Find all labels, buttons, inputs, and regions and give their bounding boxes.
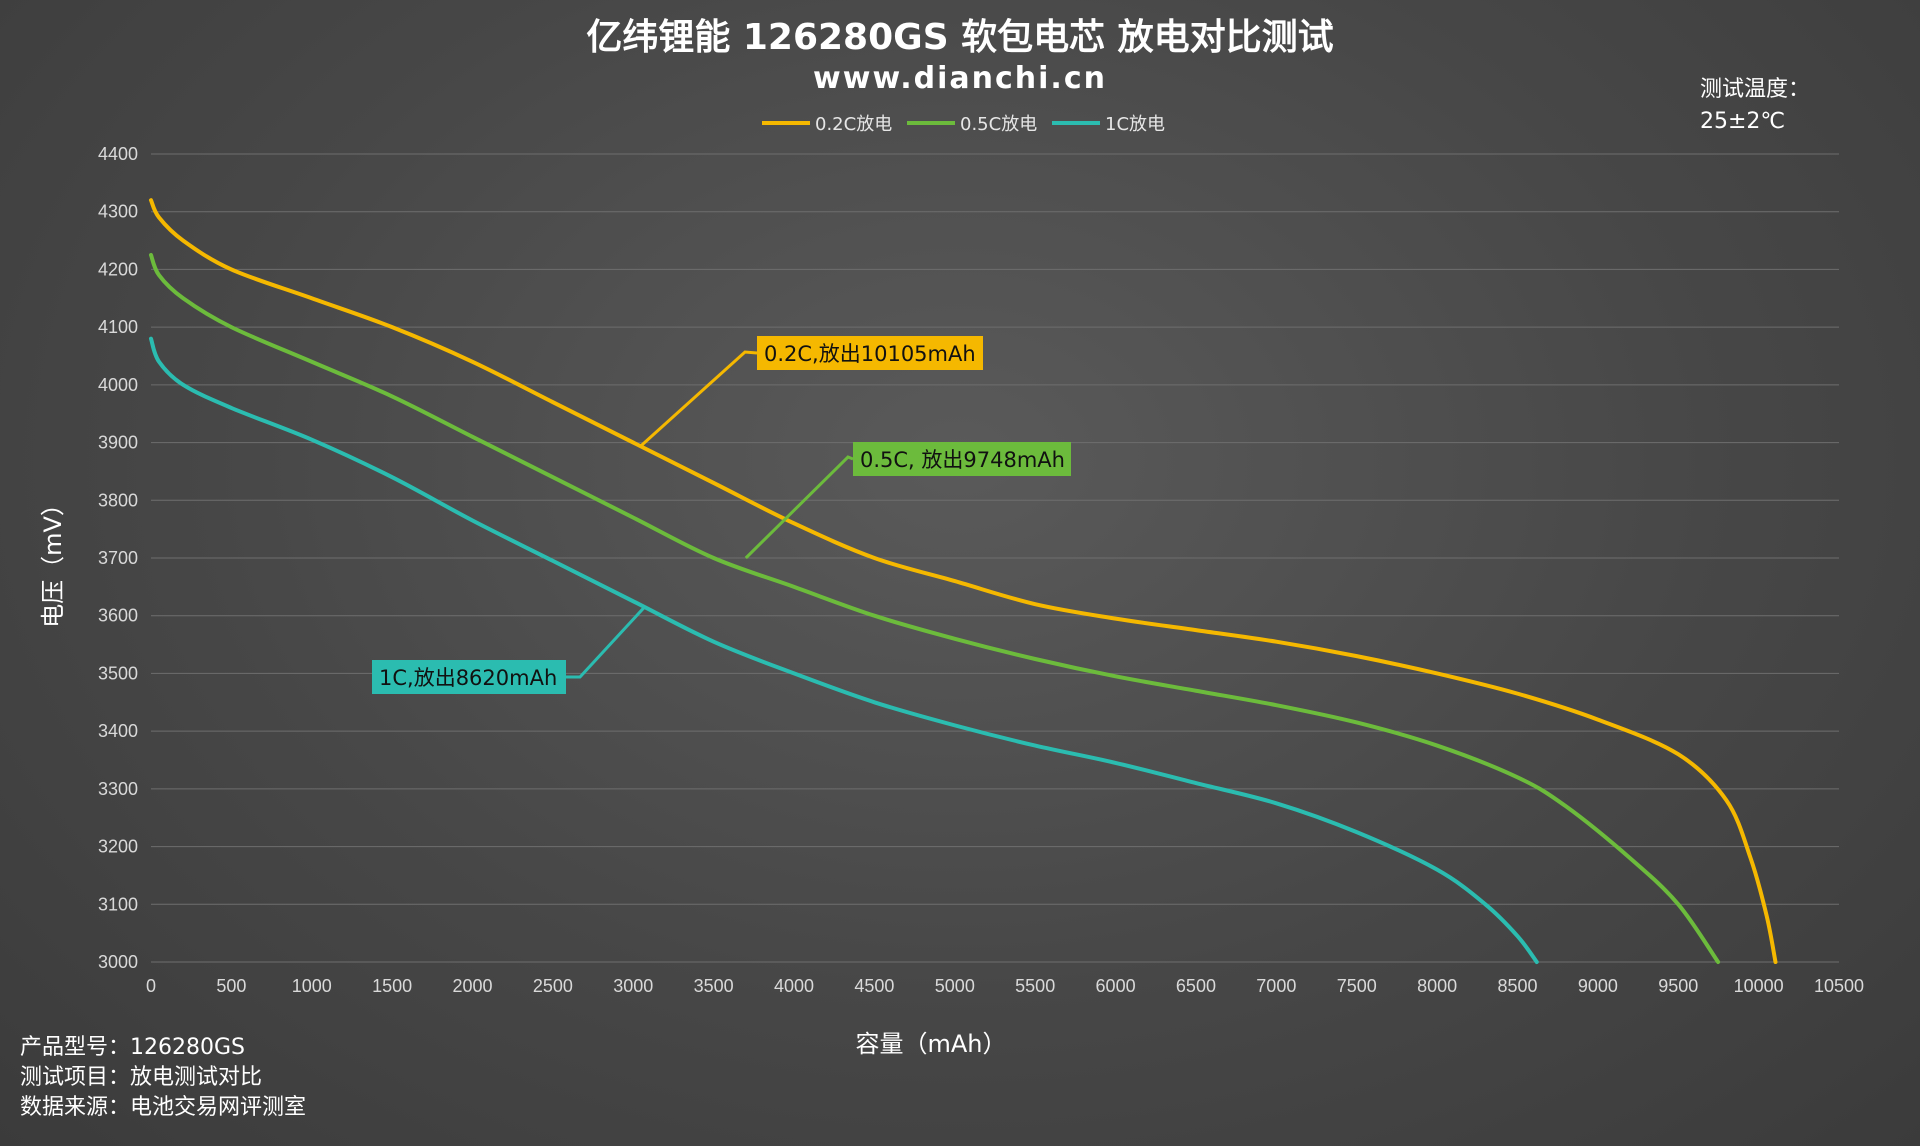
y-axis-label: 电压（mV） <box>39 492 67 628</box>
x-tick-label: 5500 <box>1015 976 1055 996</box>
y-tick-label: 3300 <box>98 779 138 799</box>
y-tick-label: 3100 <box>98 894 138 914</box>
x-tick-label: 10000 <box>1734 976 1784 996</box>
annotation-leader-2 <box>566 606 646 679</box>
info-data-source: 数据来源：电池交易网评测室 <box>20 1095 306 1120</box>
temperature-label: 测试温度： <box>1700 77 1810 102</box>
annotation-box-1 <box>853 442 1071 476</box>
x-tick-label: 1500 <box>372 976 412 996</box>
y-tick-label: 3800 <box>98 490 138 510</box>
series-line-2 <box>149 336 1539 964</box>
x-tick-label: 3500 <box>694 976 734 996</box>
y-tick-label: 3000 <box>98 952 138 972</box>
legend-label-0-5c: 0.5C放电 <box>960 114 1037 135</box>
y-tick-label: 4300 <box>98 202 138 222</box>
x-tick-label: 7500 <box>1337 976 1377 996</box>
x-tick-label: 9000 <box>1578 976 1618 996</box>
x-tick-label: 9500 <box>1658 976 1698 996</box>
y-tick-label: 4100 <box>98 317 138 337</box>
info-test-item: 测试项目：放电测试对比 <box>20 1065 262 1090</box>
gridlines <box>151 153 1839 963</box>
y-tick-label: 4000 <box>98 375 138 395</box>
legend-label-1c: 1C放电 <box>1105 114 1165 135</box>
y-tick-label: 4200 <box>98 259 138 279</box>
x-tick-label: 4500 <box>854 976 894 996</box>
y-tick-label: 3500 <box>98 663 138 683</box>
annotation-label-0: 0.2C,放出10105mAh <box>764 342 976 366</box>
x-tick-label: 3000 <box>613 976 653 996</box>
x-tick-label: 10500 <box>1814 976 1864 996</box>
info-model: 产品型号：126280GS <box>20 1035 245 1060</box>
x-tick-label: 500 <box>216 976 246 996</box>
series-lines <box>149 198 1778 964</box>
temperature-value: 25±2℃ <box>1700 109 1785 134</box>
legend: 0.2C放电 0.5C放电 1C放电 <box>762 114 1165 135</box>
series-line-0 <box>149 198 1778 964</box>
y-tick-label: 3600 <box>98 606 138 626</box>
x-tick-label: 7000 <box>1256 976 1296 996</box>
annotation-label-1: 0.5C, 放出9748mAh <box>860 448 1065 472</box>
y-tick-label: 3700 <box>98 548 138 568</box>
product-info: 产品型号：126280GS 测试项目：放电测试对比 数据来源：电池交易网评测室 <box>20 1035 306 1120</box>
annotation-leader-1 <box>744 455 854 560</box>
legend-item-0-2c: 0.2C放电 <box>762 114 892 135</box>
x-tick-label: 4000 <box>774 976 814 996</box>
x-axis-ticks: 0 500 1000 1500 2000 2500 3000 3500 4000 4500 5000… <box>146 976 1864 996</box>
chart-title: 亿纬锂能 126280GS 软包电芯 放电对比测试 <box>586 17 1333 58</box>
chart-subtitle: www.dianchi.cn <box>813 61 1107 96</box>
x-axis-label: 容量（mAh） <box>855 1030 1006 1058</box>
x-tick-label: 8500 <box>1497 976 1537 996</box>
annotation-box-2 <box>372 660 566 694</box>
legend-item-0-5c: 0.5C放电 <box>907 114 1037 135</box>
x-tick-label: 2000 <box>453 976 493 996</box>
annotation-label-2: 1C,放出8620mAh <box>379 666 557 690</box>
series-line-1 <box>149 253 1721 964</box>
y-axis-ticks: 3000 3100 3200 3300 3400 3500 3600 3700 3800 3900… <box>98 144 138 972</box>
annotation-leader-0 <box>640 350 758 447</box>
y-tick-label: 3400 <box>98 721 138 741</box>
x-tick-label: 6500 <box>1176 976 1216 996</box>
x-tick-label: 1000 <box>292 976 332 996</box>
x-tick-label: 6000 <box>1096 976 1136 996</box>
legend-item-1c: 1C放电 <box>1052 114 1165 135</box>
y-tick-label: 3200 <box>98 837 138 857</box>
y-tick-label: 3900 <box>98 433 138 453</box>
x-tick-label: 0 <box>146 976 156 996</box>
y-tick-label: 4400 <box>98 144 138 164</box>
annotation-box-0 <box>757 336 983 370</box>
x-tick-label: 8000 <box>1417 976 1457 996</box>
legend-label-0-2c: 0.2C放电 <box>815 114 892 135</box>
x-tick-label: 5000 <box>935 976 975 996</box>
annotations: 0.2C,放出10105mAh 0.5C, 放出9748mAh 1C,放出8620m… <box>372 336 1071 694</box>
x-tick-label: 2500 <box>533 976 573 996</box>
